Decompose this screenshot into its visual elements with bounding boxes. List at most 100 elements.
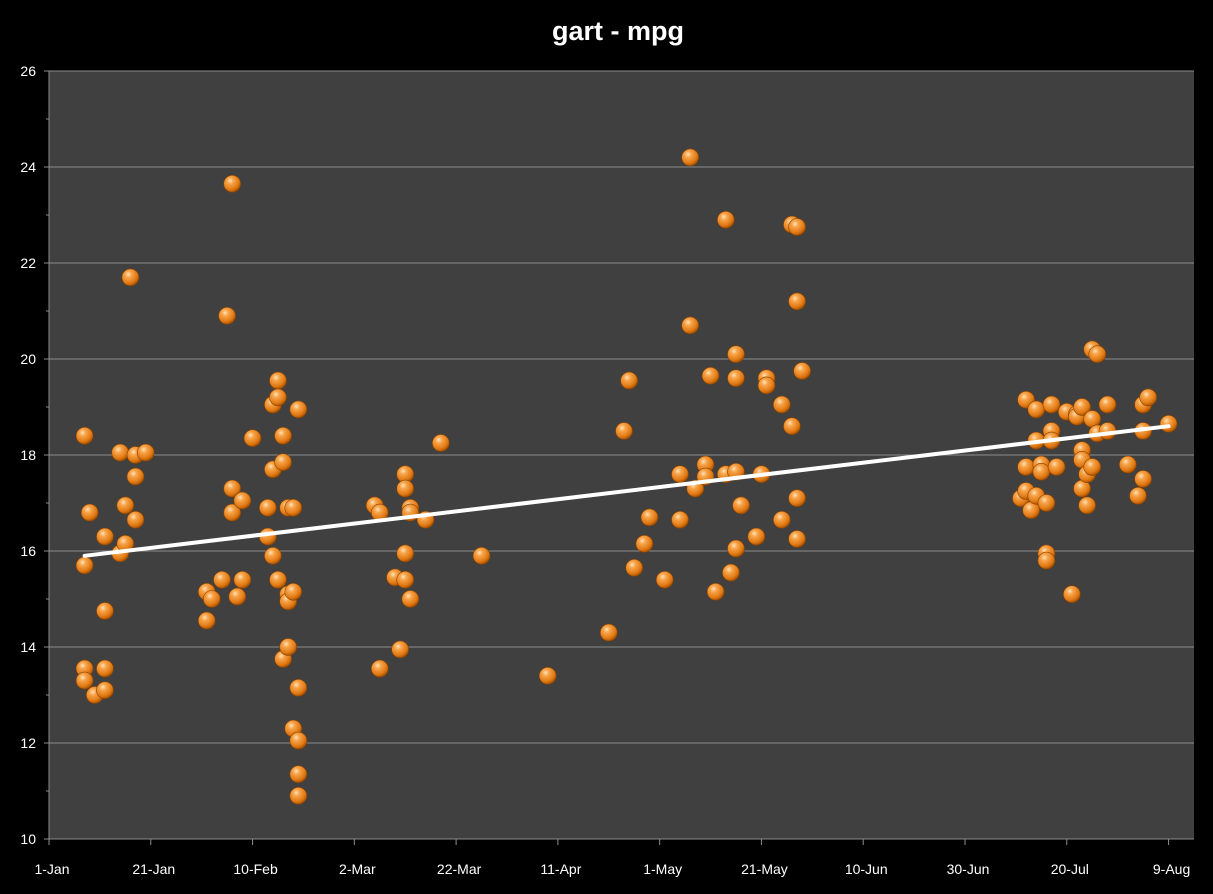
data-point	[757, 376, 776, 395]
data-point	[1159, 414, 1178, 433]
y-tick-label: 18	[20, 447, 36, 463]
data-point	[1129, 486, 1147, 505]
data-point	[732, 496, 750, 515]
data-point	[203, 590, 221, 608]
data-point	[772, 510, 791, 529]
x-tick-label: 10-Jun	[845, 861, 888, 877]
y-tick-label: 22	[20, 255, 36, 271]
data-point	[472, 546, 491, 565]
data-point	[701, 366, 720, 385]
data-point	[269, 570, 287, 589]
x-tick-label: 20-Jul	[1051, 861, 1089, 877]
y-tick-label: 12	[20, 735, 36, 751]
trendline	[82, 424, 1171, 558]
data-point	[223, 503, 241, 522]
data-points	[75, 148, 1178, 805]
data-point	[96, 602, 114, 620]
data-point	[284, 582, 303, 601]
data-point	[625, 558, 644, 577]
data-point	[233, 570, 252, 589]
y-tick-label: 24	[20, 159, 36, 175]
data-point	[75, 556, 94, 575]
data-point	[599, 623, 618, 642]
data-point	[80, 503, 99, 522]
data-point	[233, 491, 252, 510]
x-tick-label: 2-Mar	[339, 861, 376, 877]
x-tick-label: 30-Jun	[947, 861, 990, 877]
data-point	[136, 443, 155, 462]
data-point	[228, 587, 247, 606]
x-tick-label: 9-Aug	[1153, 861, 1190, 877]
data-point	[793, 362, 811, 380]
x-tick-label: 22-Mar	[437, 861, 482, 877]
data-point	[635, 534, 654, 553]
x-tick-label: 1-May	[643, 861, 682, 877]
data-point	[671, 465, 689, 484]
x-tick-label: 11-Apr	[540, 861, 581, 877]
data-point	[126, 467, 145, 486]
trendline-group	[82, 424, 1171, 558]
data-point	[655, 570, 674, 589]
gridlines	[49, 70, 1194, 744]
data-point	[747, 527, 766, 546]
data-point	[772, 395, 791, 414]
data-point	[727, 539, 745, 558]
data-point	[264, 546, 282, 565]
data-point	[401, 590, 420, 608]
y-axis-tick-labels: 10 12 14 16 18 20 22 24 26	[20, 63, 36, 847]
data-point	[274, 453, 292, 472]
data-point	[218, 306, 236, 325]
data-point	[788, 218, 806, 236]
data-point	[75, 671, 94, 690]
data-point	[223, 175, 241, 193]
data-point	[396, 479, 415, 498]
data-point	[1139, 388, 1157, 407]
data-point	[1119, 455, 1137, 474]
data-point	[615, 422, 633, 440]
data-point	[538, 666, 557, 685]
chart-title: gart - mpg	[552, 16, 684, 46]
data-point	[1037, 494, 1056, 512]
data-point	[289, 765, 308, 784]
x-tick-label: 10-Feb	[233, 861, 278, 877]
data-point	[279, 638, 297, 656]
data-point	[289, 731, 308, 750]
data-point	[274, 426, 292, 445]
data-point	[223, 479, 241, 498]
axes	[44, 70, 1194, 845]
data-point	[681, 316, 700, 335]
data-point	[289, 678, 308, 697]
x-axis-tick-labels: 1-Jan 21-Jan 10-Feb 2-Mar 22-Mar 11-Apr 1-May 2…	[34, 861, 1190, 877]
data-point	[1047, 458, 1066, 476]
data-point	[640, 508, 659, 527]
data-point	[269, 388, 287, 407]
data-point	[1042, 395, 1061, 414]
data-point	[269, 371, 287, 390]
data-point	[717, 211, 735, 229]
data-point	[1017, 458, 1035, 476]
data-point	[197, 611, 216, 630]
data-point	[1032, 462, 1051, 481]
data-point	[259, 498, 277, 517]
data-point	[96, 681, 114, 700]
data-point	[783, 417, 801, 436]
data-point	[1037, 551, 1056, 570]
data-point	[1078, 496, 1096, 515]
data-point	[788, 489, 806, 508]
data-point	[1098, 395, 1117, 414]
data-point	[671, 510, 689, 529]
data-point	[727, 345, 745, 364]
data-point	[727, 369, 745, 388]
data-point	[620, 371, 638, 390]
data-point	[1083, 458, 1102, 476]
y-tick-label: 16	[20, 543, 36, 559]
data-point	[75, 426, 94, 445]
data-point	[111, 443, 130, 462]
data-point	[1088, 345, 1107, 364]
data-point	[243, 429, 262, 448]
x-tick-label: 1-Jan	[34, 861, 69, 877]
data-point	[1027, 400, 1046, 419]
data-point	[370, 659, 389, 678]
data-point	[96, 527, 114, 546]
data-point	[1073, 398, 1091, 416]
